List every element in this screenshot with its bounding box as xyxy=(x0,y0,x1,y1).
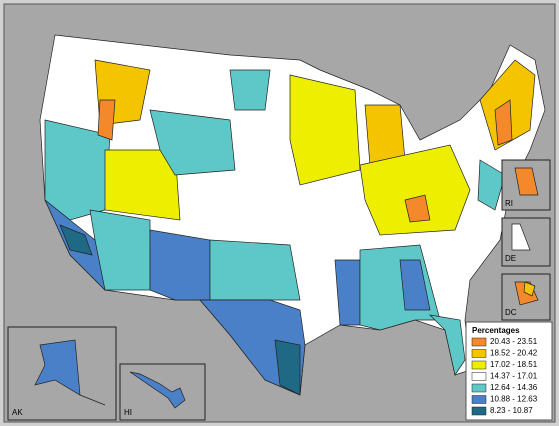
legend-swatch xyxy=(471,372,487,381)
legend-title: Percentages xyxy=(472,326,520,335)
region xyxy=(514,167,539,196)
legend-label: 20.43 - 23.51 xyxy=(490,337,538,346)
inset-de: DE xyxy=(501,217,551,267)
region xyxy=(104,149,181,221)
inset-label: RI xyxy=(505,199,513,208)
inset-ak: AK xyxy=(7,326,117,421)
inset-label: DC xyxy=(505,308,517,317)
legend-label: 18.52 - 20.42 xyxy=(490,349,538,358)
legend-swatch xyxy=(471,395,487,404)
legend-label: 14.37 - 17.01 xyxy=(490,372,538,381)
region xyxy=(494,99,513,146)
legend-label: 12.64 - 14.36 xyxy=(490,383,538,392)
legend-swatch xyxy=(471,337,487,347)
region xyxy=(289,74,361,186)
region xyxy=(59,224,93,256)
region xyxy=(149,229,211,301)
region xyxy=(477,159,506,211)
inset-hi: HI xyxy=(119,363,206,421)
legend-swatch xyxy=(471,349,487,358)
legend-label: 17.02 - 18.51 xyxy=(490,360,538,369)
region xyxy=(149,109,236,176)
region xyxy=(511,223,531,251)
region xyxy=(523,281,536,297)
legend-swatch xyxy=(471,383,487,393)
legend-swatch xyxy=(471,360,487,370)
legend: Percentages 20.43 - 23.51 18.52 - 20.42 17… xyxy=(465,321,553,421)
inset-label: DE xyxy=(505,254,516,263)
inset-label: HI xyxy=(124,408,132,417)
region xyxy=(229,69,271,111)
us-states xyxy=(39,34,546,396)
legend-swatch xyxy=(471,406,487,416)
region xyxy=(274,339,301,396)
inset-dc: DC xyxy=(501,273,551,321)
region xyxy=(97,99,116,141)
legend-label: 8.23 - 10.87 xyxy=(490,406,533,415)
region xyxy=(428,314,466,376)
region xyxy=(89,209,151,291)
inset-label: AK xyxy=(12,408,23,417)
legend-label: 10.88 - 12.63 xyxy=(490,395,538,404)
region xyxy=(34,339,106,406)
region xyxy=(209,239,301,301)
region xyxy=(399,259,431,311)
region xyxy=(129,371,186,409)
inset-ri: RI xyxy=(501,159,551,211)
region xyxy=(359,144,471,236)
region xyxy=(404,194,431,223)
